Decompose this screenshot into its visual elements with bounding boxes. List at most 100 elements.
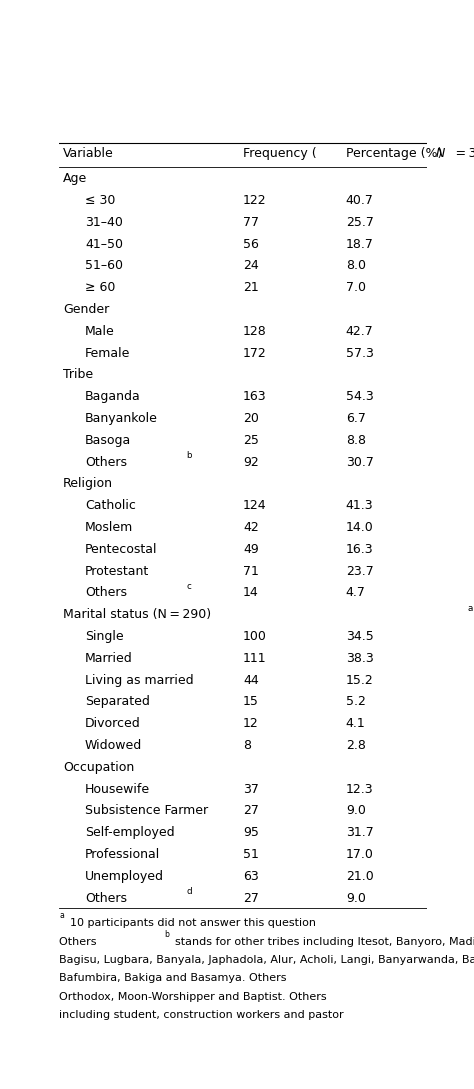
Text: 31–40: 31–40: [85, 216, 123, 229]
Text: a: a: [467, 603, 473, 612]
Text: Divorced: Divorced: [85, 718, 141, 731]
Text: Female: Female: [85, 346, 130, 359]
Text: 44: 44: [243, 674, 259, 687]
Text: Male: Male: [85, 325, 115, 338]
Text: Occupation: Occupation: [63, 761, 134, 774]
Text: Self-employed: Self-employed: [85, 827, 174, 840]
Text: 51–60: 51–60: [85, 259, 123, 272]
Text: c: c: [186, 582, 191, 590]
Text: stands for other tribes including Itesot, Banyoro, Madi, Dinka, Batoro,: stands for other tribes including Itesot…: [174, 937, 474, 946]
Text: 111: 111: [243, 652, 266, 665]
Text: 38.3: 38.3: [346, 652, 374, 665]
Text: Protestant: Protestant: [85, 565, 149, 577]
Text: Pentecostal: Pentecostal: [85, 542, 157, 555]
Text: 37: 37: [243, 783, 259, 796]
Text: 63: 63: [243, 870, 259, 883]
Text: 9.0: 9.0: [346, 805, 365, 818]
Text: 124: 124: [243, 499, 266, 512]
Text: 27: 27: [243, 892, 259, 905]
Text: 57.3: 57.3: [346, 346, 374, 359]
Text: 8.8: 8.8: [346, 433, 366, 446]
Text: 12: 12: [243, 718, 259, 731]
Text: = 300): = 300): [453, 147, 474, 160]
Text: 95: 95: [243, 827, 259, 840]
Text: Basoga: Basoga: [85, 433, 131, 446]
Text: 30.7: 30.7: [346, 455, 374, 468]
Text: Moslem: Moslem: [85, 521, 133, 534]
Text: 15.2: 15.2: [346, 674, 374, 687]
Text: 16.3: 16.3: [346, 542, 374, 555]
Text: 20: 20: [243, 412, 259, 425]
Text: 4.7: 4.7: [346, 587, 365, 599]
Text: 17.0: 17.0: [346, 848, 374, 861]
Text: 6.7: 6.7: [346, 412, 365, 425]
Text: d: d: [186, 886, 192, 896]
Text: 34.5: 34.5: [346, 631, 374, 644]
Text: 12.3: 12.3: [346, 783, 374, 796]
Text: N: N: [436, 147, 445, 160]
Text: Variable: Variable: [63, 147, 114, 160]
Text: Religion: Religion: [63, 477, 113, 490]
Text: 40.7: 40.7: [346, 194, 374, 207]
Text: b: b: [186, 451, 191, 460]
Text: 31.7: 31.7: [346, 827, 374, 840]
Text: 41.3: 41.3: [346, 499, 374, 512]
Text: 18.7: 18.7: [346, 237, 374, 250]
Text: Others: Others: [85, 455, 127, 468]
Text: Percentage (%): Percentage (%): [346, 147, 442, 160]
Text: 41–50: 41–50: [85, 237, 123, 250]
Text: ≥ 60: ≥ 60: [85, 281, 115, 294]
Text: a: a: [59, 911, 64, 920]
Text: 8.0: 8.0: [346, 259, 366, 272]
Text: Gender: Gender: [63, 303, 109, 316]
Text: Orthodox, Moon-Worshipper and Baptist. Others: Orthodox, Moon-Worshipper and Baptist. O…: [59, 992, 330, 1002]
Text: 24: 24: [243, 259, 259, 272]
Text: 25.7: 25.7: [346, 216, 374, 229]
Text: 51: 51: [243, 848, 259, 861]
Text: Professional: Professional: [85, 848, 160, 861]
Text: 163: 163: [243, 390, 266, 403]
Text: 7.0: 7.0: [346, 281, 366, 294]
Text: Single: Single: [85, 631, 124, 644]
Text: 56: 56: [243, 237, 259, 250]
Text: Unemployed: Unemployed: [85, 870, 164, 883]
Text: Marital status (N = 290): Marital status (N = 290): [63, 609, 211, 621]
Text: 49: 49: [243, 542, 259, 555]
Text: 172: 172: [243, 346, 267, 359]
Text: Banyankole: Banyankole: [85, 412, 158, 425]
Text: Married: Married: [85, 652, 133, 665]
Text: Others: Others: [59, 937, 100, 946]
Text: ≤ 30: ≤ 30: [85, 194, 115, 207]
Text: Age: Age: [63, 172, 87, 185]
Text: 100: 100: [243, 631, 267, 644]
Text: 122: 122: [243, 194, 266, 207]
Text: 23.7: 23.7: [346, 565, 374, 577]
Text: 27: 27: [243, 805, 259, 818]
Text: Living as married: Living as married: [85, 674, 193, 687]
Text: 15: 15: [243, 696, 259, 709]
Text: 4.1: 4.1: [346, 718, 365, 731]
Text: 14.0: 14.0: [346, 521, 374, 534]
Text: 128: 128: [243, 325, 267, 338]
Text: 9.0: 9.0: [346, 892, 365, 905]
Text: 5.2: 5.2: [346, 696, 365, 709]
Text: Tribe: Tribe: [63, 368, 93, 381]
Text: Separated: Separated: [85, 696, 150, 709]
Text: 10 participants did not answer this question: 10 participants did not answer this ques…: [70, 918, 316, 928]
Text: b: b: [164, 930, 169, 939]
Text: Catholic: Catholic: [85, 499, 136, 512]
Text: Others: Others: [85, 892, 127, 905]
Text: Bagisu, Lugbara, Banyala, Japhadola, Alur, Acholi, Langi, Banyarwanda, Bakonjo,: Bagisu, Lugbara, Banyala, Japhadola, Alu…: [59, 955, 474, 965]
Text: 71: 71: [243, 565, 259, 577]
Text: 42.7: 42.7: [346, 325, 374, 338]
Text: 14: 14: [243, 587, 259, 599]
Text: 92: 92: [243, 455, 259, 468]
Text: 2.8: 2.8: [346, 739, 365, 752]
Text: 25: 25: [243, 433, 259, 446]
Text: 42: 42: [243, 521, 259, 534]
Text: Subsistence Farmer: Subsistence Farmer: [85, 805, 208, 818]
Text: 54.3: 54.3: [346, 390, 374, 403]
Text: 21.0: 21.0: [346, 870, 374, 883]
Text: Others: Others: [85, 587, 127, 599]
Text: including student, construction workers and pastor: including student, construction workers …: [59, 1011, 344, 1020]
